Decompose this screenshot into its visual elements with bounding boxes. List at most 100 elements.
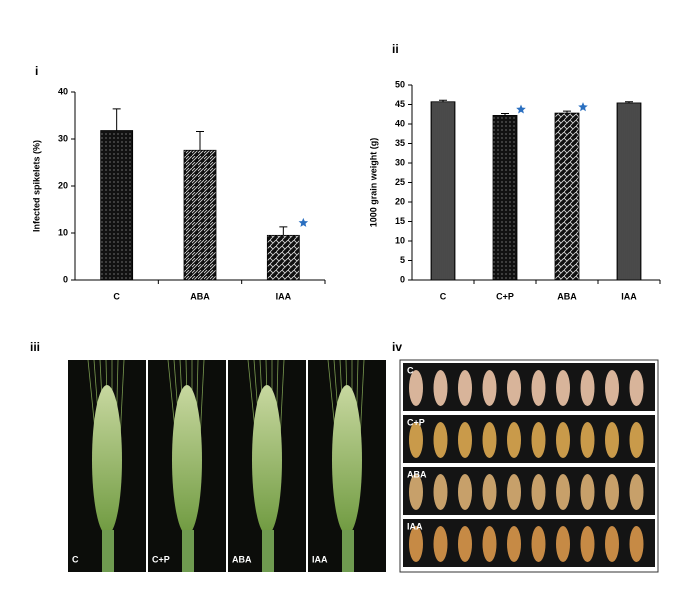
grain xyxy=(629,422,644,458)
bar xyxy=(100,130,134,281)
grain xyxy=(531,526,546,562)
grain xyxy=(605,474,619,510)
y-tick-label: 20 xyxy=(58,180,68,190)
grain xyxy=(409,526,423,562)
spike xyxy=(252,385,282,535)
x-tick-label: IAA xyxy=(276,291,292,301)
grain xyxy=(556,422,570,458)
x-tick-label: C xyxy=(113,291,120,301)
bar xyxy=(492,115,518,281)
grain xyxy=(458,474,472,510)
y-tick-label: 40 xyxy=(58,86,68,96)
grain xyxy=(482,422,497,458)
grain xyxy=(507,474,521,510)
grain xyxy=(507,526,521,562)
photo-label: IAA xyxy=(312,554,328,564)
y-tick-label: 20 xyxy=(395,196,405,206)
grain xyxy=(507,422,521,458)
stem xyxy=(262,530,274,572)
grain xyxy=(433,526,448,562)
x-tick-label: C+P xyxy=(496,291,514,301)
grain xyxy=(605,422,619,458)
error-bar xyxy=(112,108,121,131)
y-tick-label: 0 xyxy=(400,274,405,284)
y-tick-label: 15 xyxy=(395,216,405,226)
grain xyxy=(580,474,595,510)
stem xyxy=(102,530,114,572)
grain xyxy=(629,370,644,406)
y-tick-label: 50 xyxy=(395,79,405,89)
grain xyxy=(458,422,472,458)
grain xyxy=(580,422,595,458)
spike xyxy=(172,385,202,535)
grain xyxy=(531,474,546,510)
photo-label: C+P xyxy=(152,554,170,564)
bar xyxy=(266,234,300,281)
y-tick-label: 5 xyxy=(400,255,405,265)
bar xyxy=(183,149,217,281)
grain xyxy=(580,526,595,562)
error-bar xyxy=(501,112,509,116)
y-tick-label: 25 xyxy=(395,177,405,187)
grain xyxy=(482,526,497,562)
photo-label: IAA xyxy=(407,521,423,531)
panel-label: iii xyxy=(30,340,40,354)
grain xyxy=(531,370,546,406)
panel-label: iv xyxy=(392,340,402,354)
y-axis-label: 1000 grain weight (g) xyxy=(368,138,378,228)
spike xyxy=(332,385,362,535)
grain xyxy=(605,370,619,406)
grain xyxy=(458,370,472,406)
grain xyxy=(629,474,644,510)
significance-star xyxy=(298,217,309,227)
grain xyxy=(556,474,570,510)
grain xyxy=(409,422,423,458)
photo-label: C xyxy=(72,554,79,564)
grain xyxy=(433,370,448,406)
y-tick-label: 10 xyxy=(58,227,68,237)
error-bar xyxy=(563,110,571,114)
bar xyxy=(616,102,642,281)
x-tick-label: C xyxy=(440,291,447,301)
grain xyxy=(458,526,472,562)
grain xyxy=(605,526,619,562)
photo-label: ABA xyxy=(407,469,427,479)
error-bar xyxy=(279,226,288,236)
error-bar xyxy=(196,130,204,151)
grain xyxy=(556,526,570,562)
y-tick-label: 40 xyxy=(395,118,405,128)
grain xyxy=(629,526,644,562)
y-axis-label: Infected spikelets (%) xyxy=(31,140,41,232)
grain xyxy=(409,474,423,510)
significance-star xyxy=(578,102,588,112)
y-tick-label: 35 xyxy=(395,138,405,148)
y-tick-label: 0 xyxy=(63,274,68,284)
x-tick-label: ABA xyxy=(557,291,577,301)
grain xyxy=(556,370,570,406)
x-tick-label: ABA xyxy=(190,291,210,301)
bar xyxy=(430,101,456,281)
grain xyxy=(433,422,448,458)
panel-label: ii xyxy=(392,42,399,56)
photo-label: C+P xyxy=(407,417,425,427)
x-tick-label: IAA xyxy=(621,291,637,301)
grain xyxy=(482,474,497,510)
y-tick-label: 30 xyxy=(395,157,405,167)
photo-label: ABA xyxy=(232,554,252,564)
error-bar xyxy=(439,99,447,102)
grain xyxy=(482,370,497,406)
grain xyxy=(531,422,546,458)
spike-photos: C C+P ABA IAA xyxy=(68,359,386,572)
grain-photos: C C+P ABA IAA xyxy=(399,359,659,573)
y-tick-label: 45 xyxy=(395,99,405,109)
panel-label: i xyxy=(35,64,38,78)
y-tick-label: 10 xyxy=(395,235,405,245)
significance-star xyxy=(516,104,526,114)
stem xyxy=(342,530,354,572)
grain xyxy=(507,370,521,406)
spike xyxy=(92,385,122,535)
photo-label: C xyxy=(407,365,414,375)
stem xyxy=(182,530,194,572)
grain xyxy=(580,370,595,406)
